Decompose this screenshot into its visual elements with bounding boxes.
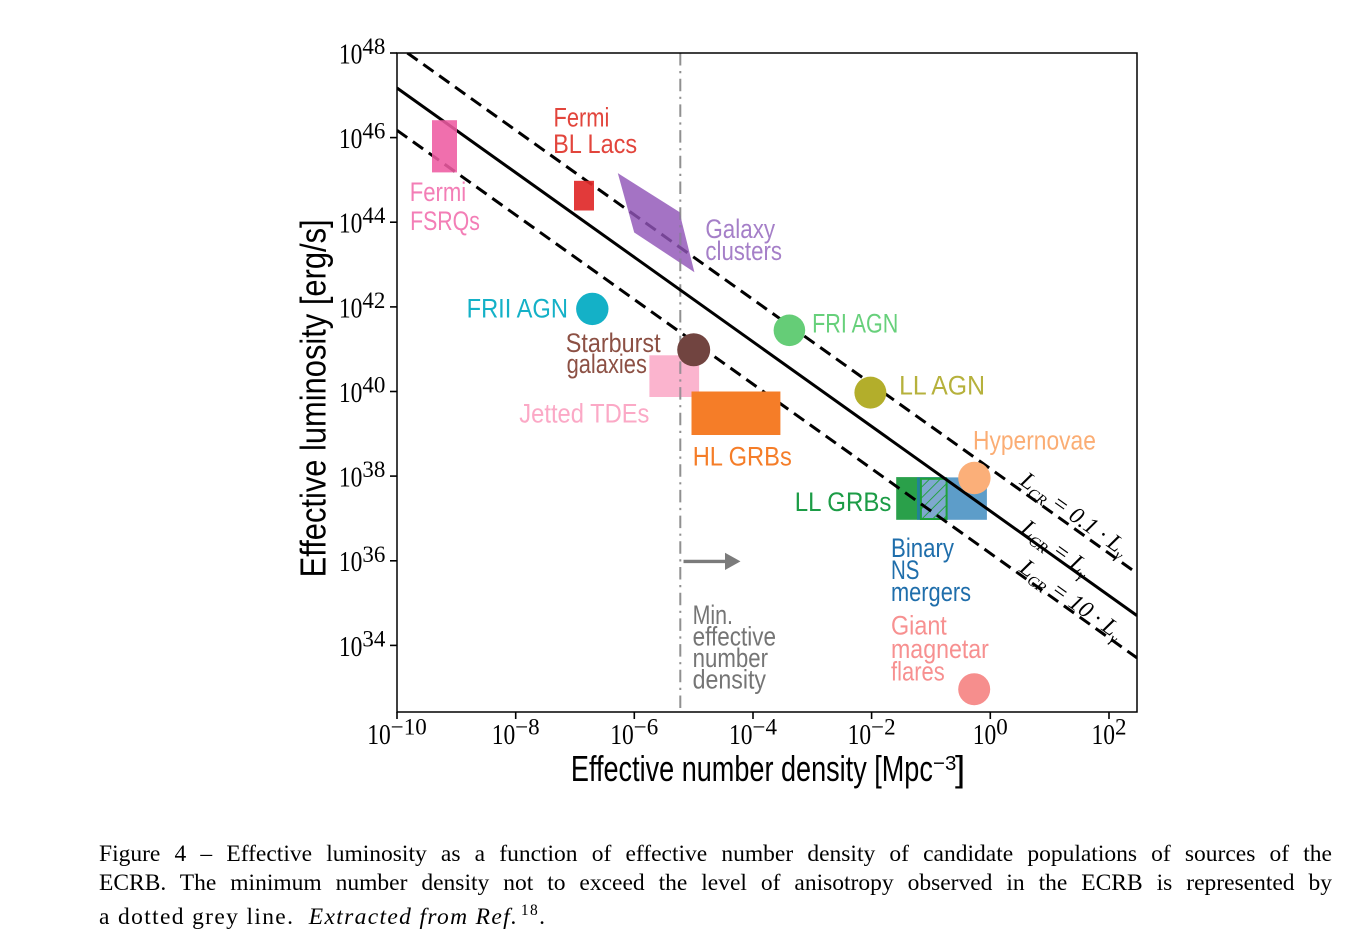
svg-text:−8: −8 (515, 714, 539, 739)
svg-text:36: 36 (362, 542, 385, 567)
svg-text:10: 10 (848, 719, 872, 751)
svg-text:Fermi: Fermi (554, 103, 610, 133)
svg-text:BL Lacs: BL Lacs (553, 129, 637, 159)
svg-text:10: 10 (367, 719, 391, 751)
svg-text:Effective number density [Mpc: Effective number density [Mpc (571, 748, 933, 789)
svg-text:effective: effective (693, 621, 776, 651)
svg-text:10: 10 (492, 719, 516, 751)
svg-text:−6: −6 (634, 714, 658, 739)
svg-text:34: 34 (362, 626, 386, 651)
svg-text:0: 0 (996, 714, 1008, 739)
svg-text:Starburst: Starburst (566, 328, 661, 358)
svg-text:magnetar: magnetar (891, 634, 989, 664)
svg-text:−2: −2 (871, 714, 895, 739)
svg-text:density: density (693, 664, 767, 694)
svg-text:10: 10 (339, 546, 363, 578)
svg-text:LL GRBs: LL GRBs (795, 487, 892, 517)
svg-text:38: 38 (362, 457, 385, 482)
svg-text:10: 10 (610, 719, 634, 751)
svg-text:Galaxy: Galaxy (705, 214, 775, 244)
svg-text:FSRQs: FSRQs (410, 206, 480, 236)
svg-text:−4: −4 (753, 714, 778, 739)
svg-text:mergers: mergers (891, 577, 971, 607)
svg-text:galaxies: galaxies (567, 349, 647, 379)
svg-text:10: 10 (339, 377, 363, 409)
svg-text:10: 10 (339, 462, 363, 494)
svg-text:Jetted TDEs: Jetted TDEs (519, 399, 649, 429)
svg-text:LL AGN: LL AGN (899, 371, 985, 401)
svg-text:48: 48 (362, 34, 385, 59)
svg-text:HL GRBs: HL GRBs (693, 442, 792, 472)
svg-text:Binary: Binary (891, 533, 955, 563)
svg-text:NS: NS (891, 555, 919, 585)
svg-text:10: 10 (973, 719, 997, 751)
svg-text:10: 10 (339, 208, 363, 240)
svg-text:10: 10 (339, 631, 363, 663)
svg-text:40: 40 (362, 373, 385, 398)
svg-text:Hypernovae: Hypernovae (973, 426, 1096, 456)
svg-text:−10: −10 (391, 714, 427, 739)
svg-text:2: 2 (1115, 714, 1127, 739)
svg-text:Giant: Giant (891, 611, 947, 641)
svg-text:Effective luminosity [erg/s]: Effective luminosity [erg/s] (293, 219, 334, 577)
svg-text:−3: −3 (933, 752, 956, 775)
svg-text:42: 42 (362, 288, 385, 313)
svg-text:10: 10 (339, 123, 363, 155)
svg-text:10: 10 (339, 292, 363, 324)
svg-text:46: 46 (362, 119, 385, 144)
svg-text:10: 10 (339, 38, 363, 70)
svg-text:FRII AGN: FRII AGN (467, 293, 568, 323)
svg-text:flares: flares (891, 657, 945, 687)
svg-text:44: 44 (362, 203, 386, 228)
svg-text:Fermi: Fermi (410, 177, 467, 207)
svg-text:10: 10 (729, 719, 753, 751)
svg-text:clusters: clusters (705, 236, 782, 266)
svg-text:10: 10 (1092, 719, 1116, 751)
svg-text:]: ] (955, 748, 965, 789)
svg-text:number: number (693, 643, 769, 673)
svg-text:FRI AGN: FRI AGN (812, 308, 898, 338)
svg-text:Min.: Min. (693, 600, 733, 630)
